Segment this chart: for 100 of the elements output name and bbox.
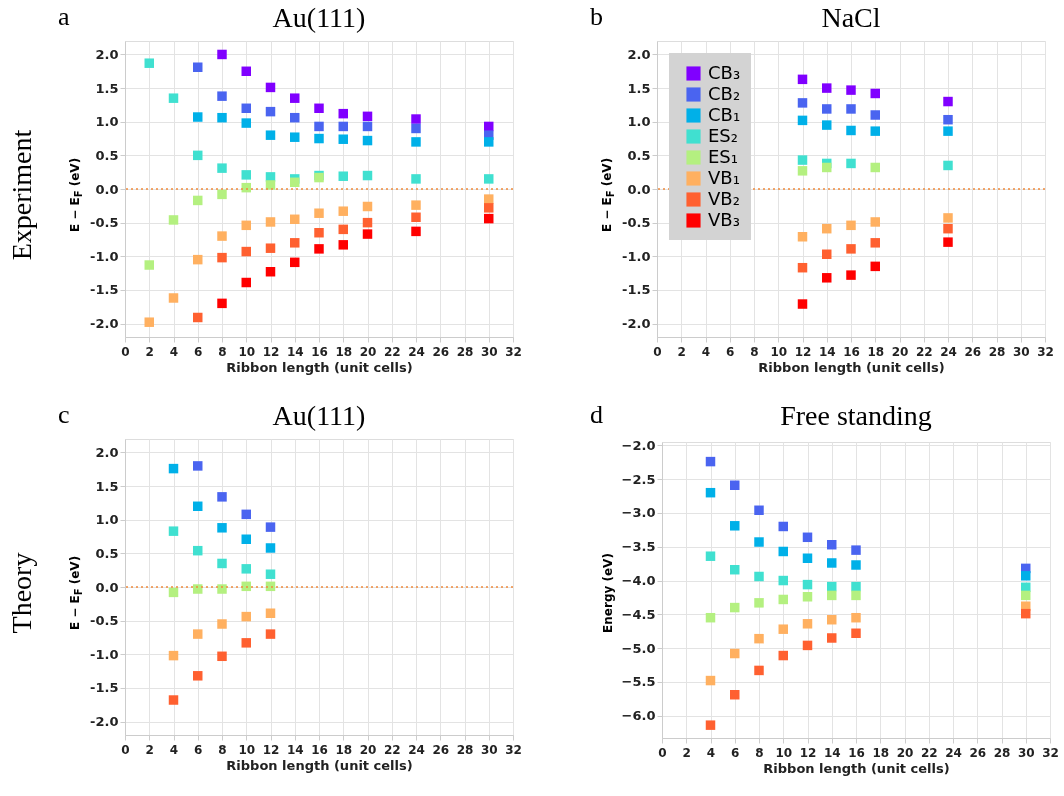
point bbox=[241, 103, 251, 114]
point bbox=[846, 158, 856, 169]
x-tick-label: 20 bbox=[359, 742, 377, 757]
point bbox=[797, 98, 808, 108]
point bbox=[943, 160, 953, 171]
x-tick-label: 22 bbox=[915, 344, 933, 359]
point bbox=[362, 135, 373, 146]
x-tick-label: 14 bbox=[286, 742, 304, 757]
point bbox=[1021, 571, 1031, 581]
point bbox=[241, 246, 251, 257]
point bbox=[705, 456, 716, 467]
x-tick-label: 28 bbox=[456, 742, 474, 757]
point bbox=[730, 564, 740, 575]
x-tick-label: 2 bbox=[682, 745, 691, 760]
y-tick-label: -2.0 bbox=[622, 316, 651, 332]
point bbox=[870, 238, 880, 248]
point bbox=[338, 134, 348, 144]
point bbox=[484, 194, 494, 204]
y-tick-label: -1.0 bbox=[90, 248, 119, 264]
x-tick-label: 14 bbox=[818, 344, 836, 359]
point bbox=[362, 229, 373, 239]
point bbox=[870, 162, 880, 173]
point bbox=[827, 633, 837, 643]
point bbox=[338, 171, 348, 181]
point bbox=[265, 243, 276, 253]
point bbox=[802, 532, 813, 543]
x-tick-label: 12 bbox=[799, 745, 817, 760]
point bbox=[730, 602, 740, 613]
x-tick-label: 20 bbox=[896, 745, 914, 760]
y-tick-label: 2.0 bbox=[95, 46, 119, 62]
x-tick-label: 32 bbox=[505, 742, 522, 757]
point bbox=[265, 180, 276, 190]
x-tick-label: 30 bbox=[480, 742, 498, 757]
point bbox=[241, 118, 251, 128]
point bbox=[484, 137, 494, 147]
x-tick-label: 32 bbox=[1042, 745, 1059, 760]
point bbox=[1021, 590, 1031, 601]
point bbox=[193, 254, 203, 265]
point bbox=[168, 215, 179, 225]
point bbox=[290, 132, 300, 142]
point bbox=[705, 551, 716, 561]
point bbox=[802, 553, 813, 563]
legend-label: ES₂ bbox=[708, 124, 739, 146]
point bbox=[827, 590, 837, 601]
legend-label: VB₃ bbox=[708, 208, 740, 230]
x-tick-label: 20 bbox=[359, 344, 377, 359]
point bbox=[314, 208, 324, 218]
point bbox=[827, 614, 837, 625]
point bbox=[846, 270, 856, 280]
point bbox=[338, 240, 348, 250]
point bbox=[290, 238, 300, 248]
y-tick-label: -0.5 bbox=[622, 215, 651, 231]
point bbox=[241, 220, 251, 231]
y-tick-label: 1.0 bbox=[95, 512, 119, 528]
point bbox=[778, 546, 788, 557]
point bbox=[217, 492, 227, 502]
point bbox=[168, 695, 179, 705]
point bbox=[870, 88, 880, 99]
x-tick-label: 6 bbox=[194, 344, 203, 359]
x-tick-label: 16 bbox=[311, 742, 328, 757]
point bbox=[193, 112, 203, 122]
x-axis-title: Ribbon length (unit cells) bbox=[226, 757, 413, 773]
point bbox=[705, 487, 716, 498]
x-tick-label: 26 bbox=[432, 344, 450, 359]
point bbox=[314, 121, 324, 132]
point bbox=[265, 130, 276, 140]
x-tick-label: 4 bbox=[701, 344, 711, 359]
point bbox=[265, 217, 276, 227]
point bbox=[870, 110, 880, 120]
point bbox=[168, 93, 179, 103]
point bbox=[241, 66, 251, 77]
point bbox=[193, 150, 203, 161]
x-tick-label: 10 bbox=[775, 745, 793, 760]
point bbox=[338, 121, 348, 132]
point bbox=[846, 104, 856, 114]
point bbox=[411, 123, 421, 134]
y-tick-label: -1.0 bbox=[90, 646, 119, 662]
point bbox=[484, 213, 494, 224]
x-tick-label: 28 bbox=[988, 344, 1006, 359]
point bbox=[754, 598, 764, 608]
point bbox=[193, 62, 203, 72]
point bbox=[338, 108, 348, 119]
text: Theory bbox=[6, 552, 38, 634]
x-tick-label: 4 bbox=[169, 742, 179, 757]
y-tick-label: −2.5 bbox=[621, 471, 656, 487]
point bbox=[217, 619, 227, 629]
x-tick-label: 6 bbox=[194, 742, 203, 757]
x-tick-label: 22 bbox=[920, 745, 938, 760]
point bbox=[943, 237, 953, 247]
point bbox=[144, 260, 154, 270]
y-tick-label: −5.5 bbox=[621, 674, 656, 690]
point bbox=[822, 162, 832, 173]
y-tick-label: -2.0 bbox=[90, 316, 119, 332]
x-tick-label: 12 bbox=[262, 742, 280, 757]
x-tick-label: 30 bbox=[1017, 745, 1035, 760]
x-tick-label: 16 bbox=[311, 344, 328, 359]
x-tick-label: 10 bbox=[238, 742, 256, 757]
point bbox=[314, 244, 324, 254]
y-tick-label: 0.5 bbox=[627, 147, 651, 163]
point bbox=[217, 523, 227, 533]
